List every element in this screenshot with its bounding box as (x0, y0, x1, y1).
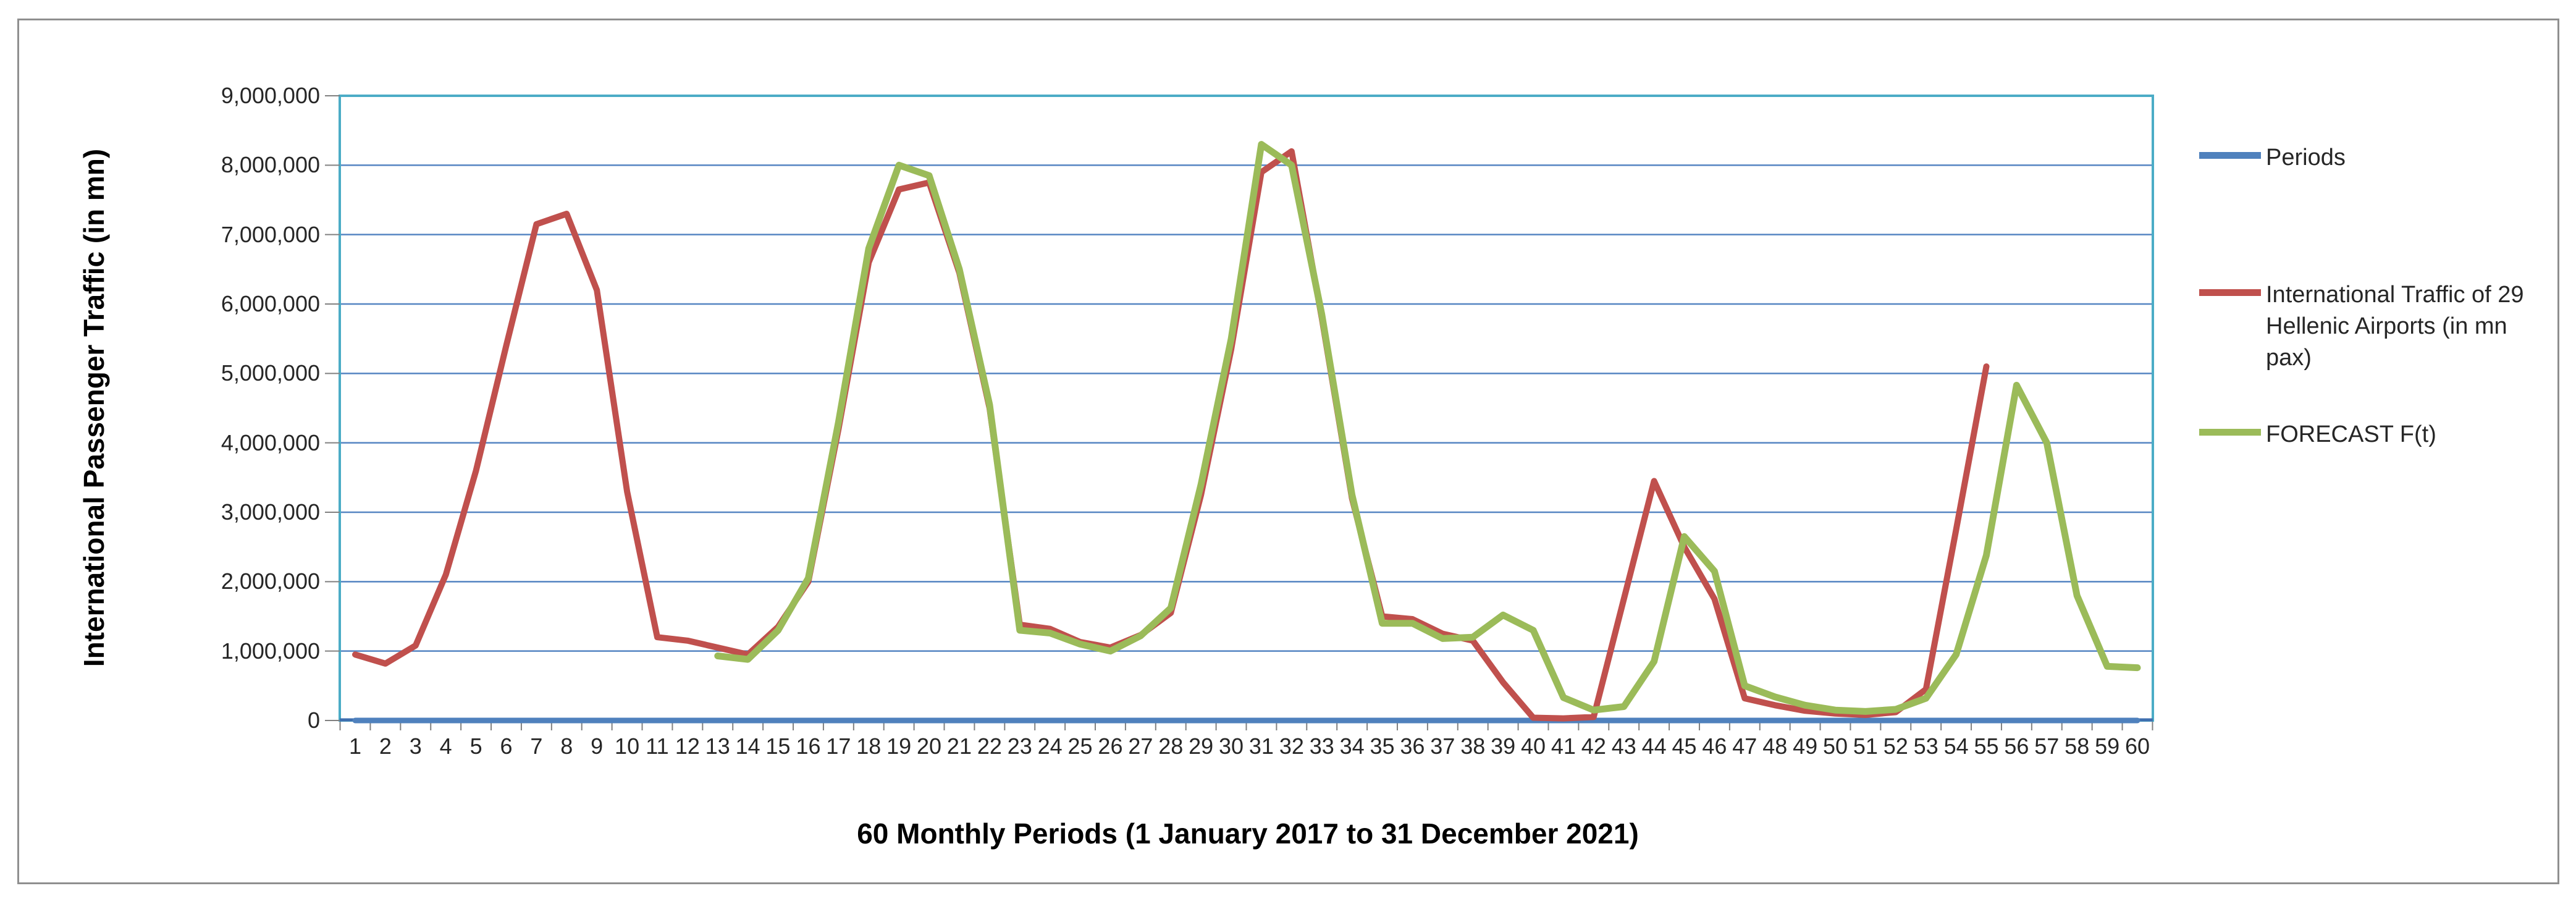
x-tick-label: 14 (735, 733, 760, 759)
x-tick-label: 20 (917, 733, 942, 759)
x-tick-label: 44 (1641, 733, 1667, 759)
x-tick-label: 11 (646, 733, 669, 759)
forecast-line-swatch (2199, 429, 2261, 436)
x-tick-label: 40 (1521, 733, 1546, 759)
y-tick-label: 5,000,000 (221, 360, 320, 386)
x-tick-label: 7 (530, 733, 543, 759)
x-axis-title: 60 Monthly Periods (1 January 2017 to 31… (857, 817, 1639, 850)
y-tick-label: 4,000,000 (221, 429, 320, 455)
x-tick-label: 37 (1430, 733, 1455, 759)
y-tick-label: 9,000,000 (221, 83, 320, 108)
x-tick-label: 46 (1702, 733, 1727, 759)
x-tick-label: 24 (1037, 733, 1063, 759)
x-tick-label: 55 (1974, 733, 1999, 759)
x-tick-label: 41 (1551, 733, 1576, 759)
y-tick-label: 6,000,000 (221, 291, 320, 316)
x-tick-label: 19 (886, 733, 912, 759)
chart-legend: Periods International Traffic of 29 Hell… (2199, 0, 2564, 904)
x-tick-label: 4 (439, 733, 452, 759)
x-tick-label: 57 (2034, 733, 2060, 759)
legend-label-periods: Periods (2266, 145, 2346, 171)
x-tick-label: 45 (1672, 733, 1697, 759)
x-tick-label: 23 (1007, 733, 1032, 759)
x-tick-label: 59 (2095, 733, 2120, 759)
legend-item-international-traffic: International Traffic of 29 Hellenic Air… (2199, 279, 2532, 374)
x-tick-label: 3 (409, 733, 422, 759)
legend-item-forecast: FORECAST F(t) (2199, 419, 2532, 450)
x-tick-label: 49 (1793, 733, 1818, 759)
x-tick-label: 5 (469, 733, 482, 759)
x-tick-label: 12 (675, 733, 700, 759)
legend-item-periods: Periods (2199, 142, 2532, 174)
x-tick-label: 21 (946, 733, 972, 759)
x-tick-label: 43 (1611, 733, 1636, 759)
y-tick-label: 8,000,000 (221, 152, 320, 178)
x-tick-label: 1 (348, 733, 362, 759)
x-tick-label: 32 (1279, 733, 1304, 759)
x-tick-label: 35 (1370, 733, 1395, 759)
x-tick-label: 39 (1491, 733, 1516, 759)
x-tick-label: 50 (1822, 733, 1848, 759)
x-tick-label: 38 (1460, 733, 1486, 759)
x-tick-label: 28 (1158, 733, 1184, 759)
series-line-2 (714, 141, 2141, 715)
x-tick-label: 51 (1853, 733, 1878, 759)
y-tick-label: 0 (307, 708, 320, 733)
x-tick-label: 13 (705, 733, 730, 759)
x-tick-label: 10 (615, 733, 640, 759)
y-tick-label: 2,000,000 (221, 568, 320, 594)
series-line-1 (352, 148, 1990, 722)
x-tick-label: 60 (2124, 733, 2150, 759)
x-tick-label: 42 (1581, 733, 1606, 759)
x-tick-label: 34 (1339, 733, 1365, 759)
x-tick-label: 58 (2065, 733, 2090, 759)
x-tick-label: 18 (856, 733, 882, 759)
x-tick-label: 17 (826, 733, 851, 759)
x-tick-label: 29 (1189, 733, 1214, 759)
x-tick-label: 15 (765, 733, 791, 759)
periods-line-swatch (2199, 152, 2261, 159)
x-tick-label: 47 (1732, 733, 1757, 759)
x-tick-label: 54 (1943, 733, 1969, 759)
x-tick-label: 48 (1762, 733, 1788, 759)
x-tick-label: 30 (1219, 733, 1244, 759)
x-tick-label: 31 (1248, 733, 1274, 759)
x-tick-label: 22 (977, 733, 1002, 759)
international-traffic-line-swatch (2199, 289, 2261, 296)
legend-label-forecast: FORECAST F(t) (2266, 421, 2436, 447)
x-tick-label: 6 (500, 733, 513, 759)
x-tick-label: 56 (2004, 733, 2029, 759)
x-tick-label: 25 (1067, 733, 1093, 759)
legend-label-international-traffic: International Traffic of 29 Hellenic Air… (2266, 282, 2524, 371)
y-tick-label: 3,000,000 (221, 499, 320, 525)
x-tick-label: 26 (1098, 733, 1123, 759)
x-tick-label: 33 (1309, 733, 1334, 759)
x-tick-label: 16 (796, 733, 821, 759)
x-tick-label: 53 (1913, 733, 1938, 759)
x-tick-label: 2 (379, 733, 392, 759)
x-tick-label: 9 (591, 733, 604, 759)
x-tick-label: 27 (1128, 733, 1153, 759)
x-tick-label: 36 (1400, 733, 1425, 759)
y-axis-title: International Passenger Traffic (in mn) (78, 148, 110, 667)
x-tick-label: 52 (1883, 733, 1908, 759)
y-tick-label: 7,000,000 (221, 221, 320, 247)
y-tick-label: 1,000,000 (221, 638, 320, 664)
x-tick-label: 8 (560, 733, 573, 759)
